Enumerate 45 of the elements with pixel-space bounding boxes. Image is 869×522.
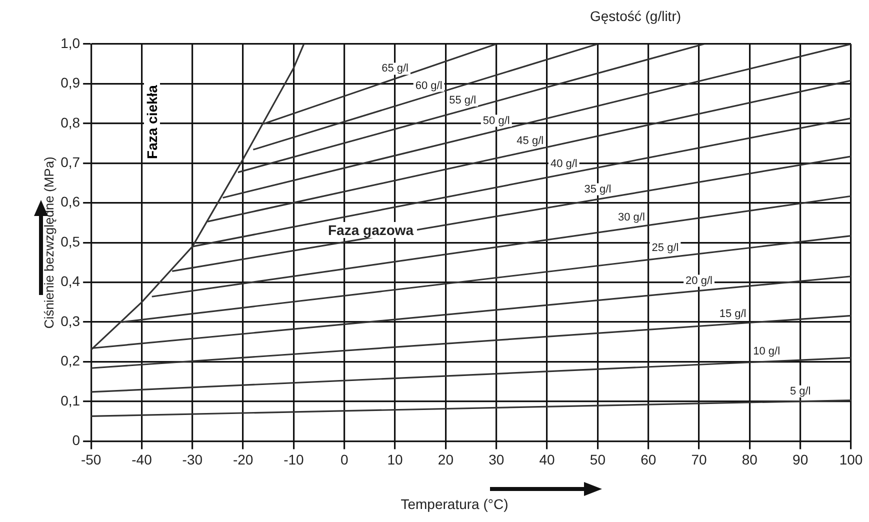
- x-tick-label: 100: [839, 451, 863, 468]
- y-axis-title: Ciśnienie bezwzględne (MPa): [41, 156, 56, 329]
- annotation: Faza ciekła: [144, 82, 160, 162]
- x-tick-label: 0: [340, 451, 348, 468]
- x-tick-label: 90: [792, 451, 808, 468]
- series-label: 30 g/l: [618, 212, 645, 224]
- x-tick-label: 10: [387, 451, 404, 468]
- series-label: 25 g/l: [652, 242, 679, 254]
- series-label: 10 g/l: [753, 346, 780, 358]
- y-tick-label: 0,4: [60, 273, 80, 290]
- text: Gęstość (g/litr): [590, 8, 682, 24]
- annotation: Faza gazowa: [325, 222, 417, 238]
- series-label: 35 g/l: [584, 183, 612, 196]
- y-tick-label: 0,2: [60, 352, 80, 369]
- series-label: 50 g/l: [482, 114, 510, 127]
- x-tick-label: 70: [691, 451, 708, 468]
- y-tick-label: 0,7: [60, 154, 80, 170]
- y-tick-label: 0,9: [60, 74, 80, 91]
- series-label: 45 g/l: [516, 134, 544, 147]
- x-tick-label: -40: [132, 451, 152, 468]
- y-tick-label: 0,6: [60, 194, 80, 210]
- series-label: 5 g/l: [790, 385, 811, 398]
- x-tick-label: 80: [742, 451, 758, 468]
- y-tick-label: 0,1: [60, 392, 80, 408]
- x-tick-label: -30: [182, 451, 203, 468]
- y-tick-label: 1,0: [60, 34, 80, 51]
- series-label: 40 g/l: [550, 158, 578, 170]
- y-tick-label: 0,3: [60, 312, 80, 329]
- y-tick-label: 0,8: [60, 114, 80, 130]
- series-label: 20 g/l: [686, 274, 712, 287]
- x-axis-title: Temperatura (°C): [400, 496, 508, 512]
- y-tick-label: 0: [72, 432, 80, 448]
- x-tick-label: 20: [438, 451, 454, 468]
- series-label: 60 g/l: [415, 80, 442, 92]
- x-tick-label: 60: [640, 451, 656, 468]
- x-tick-label: 40: [539, 451, 556, 468]
- x-tick-label: -50: [80, 451, 102, 468]
- x-tick-label: -20: [232, 451, 254, 468]
- series-label: 55 g/l: [449, 94, 476, 107]
- series-label: 65 g/l: [382, 62, 408, 75]
- y-tick-label: 0,5: [60, 233, 80, 250]
- series-label: 15 g/l: [719, 308, 746, 320]
- x-tick-label: -10: [284, 451, 304, 468]
- x-tick-label: 30: [488, 451, 504, 468]
- x-tick-label: 50: [590, 451, 606, 468]
